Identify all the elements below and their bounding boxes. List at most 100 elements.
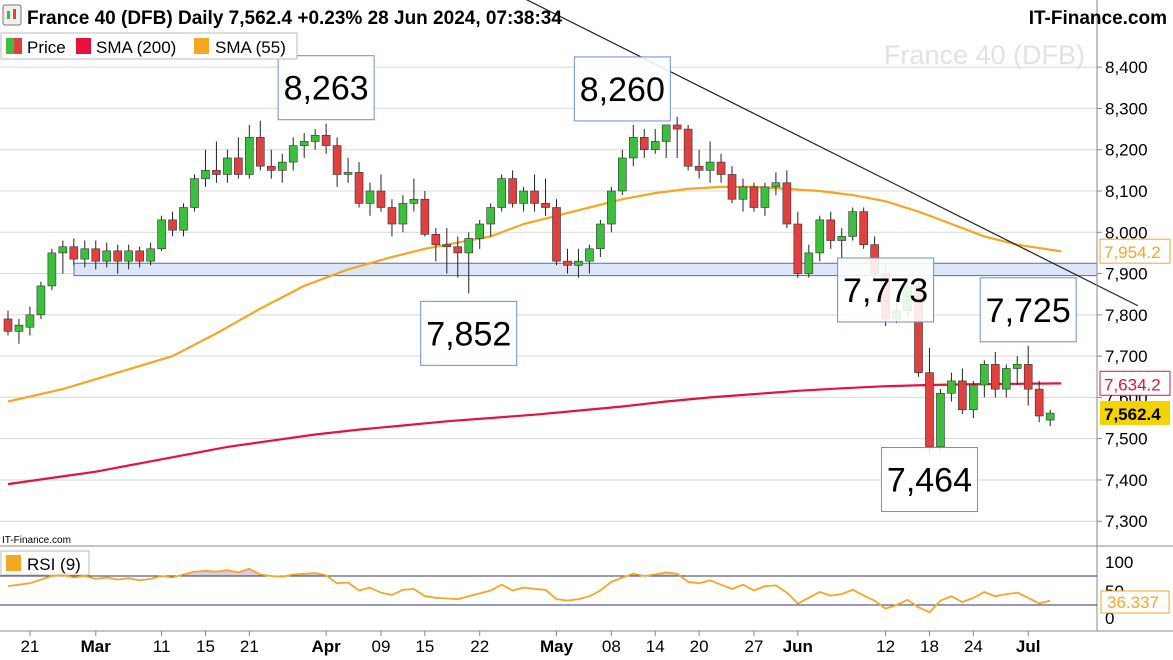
candle [58,240,68,274]
candle-body [1012,364,1022,369]
candle-body [113,250,122,262]
candle [738,178,748,212]
candle-body [815,219,825,254]
annotation-box: 7,773 [837,257,935,323]
candle [607,186,616,233]
candlestick-layer [3,116,1055,454]
price-tag-box [1099,238,1171,264]
date-axis-label: 24 [964,637,983,656]
support-zone [73,262,1098,277]
candle-body [102,250,112,262]
candle-body [266,165,276,171]
candle-body [58,246,68,254]
candle-body [464,238,474,254]
candle-body [782,182,792,225]
candle [47,248,57,291]
candle [618,149,627,196]
price-axis-label: 7,900 [1105,265,1148,284]
candle [859,207,868,249]
candle-body [585,248,594,262]
candle-body [47,252,57,287]
candle [376,174,386,212]
price-swatch [6,38,14,54]
candle [190,174,199,212]
candle-body [321,134,331,146]
candle [1012,356,1022,386]
candle [321,123,331,154]
annotation-frame [979,277,1077,343]
annotation-box: 7,725 [979,277,1077,343]
price-tag: 7,634.2 [1099,370,1171,396]
date-axis-label: Jun [783,637,813,656]
candle [826,211,836,249]
rsi-panel: RSI (9) 100 50 0 36.337 [0,550,1170,628]
candle-body [277,161,287,171]
candle [639,129,649,158]
candle [146,242,155,266]
date-axis-label: 14 [646,637,665,656]
candle [716,153,726,183]
candle [25,306,35,336]
candle-body [607,190,616,225]
candle-body [618,157,627,192]
date-axis-label: 15 [196,637,215,656]
candle [387,199,397,237]
candle [661,124,671,158]
price-tag: 7,562.4 [1100,400,1170,425]
candle-body [376,190,386,208]
candle-body [793,223,803,274]
candle [815,215,825,262]
candle-body [574,260,583,266]
candle-body [299,141,309,146]
candle [497,174,506,212]
candle [36,281,46,319]
candle-body [837,236,847,241]
candle [508,170,517,208]
annotation-frame [420,300,518,366]
price-axis-label: 7,800 [1105,306,1148,325]
candle-body [716,161,726,175]
annotation-label: 8,263 [284,70,369,108]
candle-body [969,384,978,411]
candle [135,246,144,268]
price-axis-label: 8,400 [1105,58,1148,77]
sma55-swatch [194,38,209,54]
candle [475,219,485,249]
candle-body [760,186,770,208]
date-axis-label: 20 [690,637,709,656]
candle [223,149,232,183]
date-axis-label: 18 [920,637,939,656]
candle-body [124,250,133,262]
candle [519,186,528,212]
candle-body [332,145,342,175]
price-swatch-down [14,38,22,54]
candle-body [343,172,353,175]
price-axis-label: 8,200 [1105,141,1148,160]
price-axis-label: 8,100 [1105,182,1148,201]
legend-price-label: Price [27,38,66,57]
candle-body [475,223,485,239]
candle-body [596,223,605,250]
annotation-label: 7,464 [887,462,972,500]
candle [727,166,737,204]
candle-body [486,207,495,225]
candle [650,129,660,154]
candle-body [365,190,375,204]
candle [782,170,792,229]
price-axis-label: 8,000 [1105,223,1148,242]
date-axis-label: Jul [1016,637,1041,656]
candle [299,133,309,158]
candle-body [387,207,397,225]
candle [420,190,430,237]
candle-body [672,124,682,130]
candle-body [980,364,989,386]
candle-body [3,318,13,332]
candle [793,211,803,278]
candle-body [91,248,101,262]
candle-body [826,219,836,241]
candle [1023,345,1033,406]
candle-body [409,198,419,204]
header-icon-bar [13,9,16,19]
date-axis-label: 21 [240,637,259,656]
